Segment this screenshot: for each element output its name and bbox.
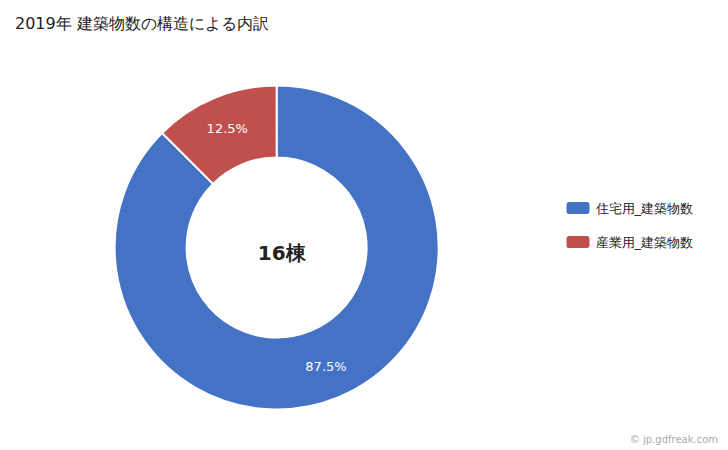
svg-text:16棟: 16棟 (258, 241, 307, 265)
svg-text:12.5%: 12.5% (207, 121, 248, 136)
svg-text:87.5%: 87.5% (305, 359, 346, 374)
svg-text:住宅用_建築物数: 住宅用_建築物数 (595, 201, 694, 216)
svg-text:© jp.gdfreak.com: © jp.gdfreak.com (630, 434, 718, 445)
svg-text:2019年 建築物数の構造による内訳: 2019年 建築物数の構造による内訳 (15, 14, 269, 33)
svg-text:産業用_建築物数: 産業用_建築物数 (596, 235, 694, 250)
